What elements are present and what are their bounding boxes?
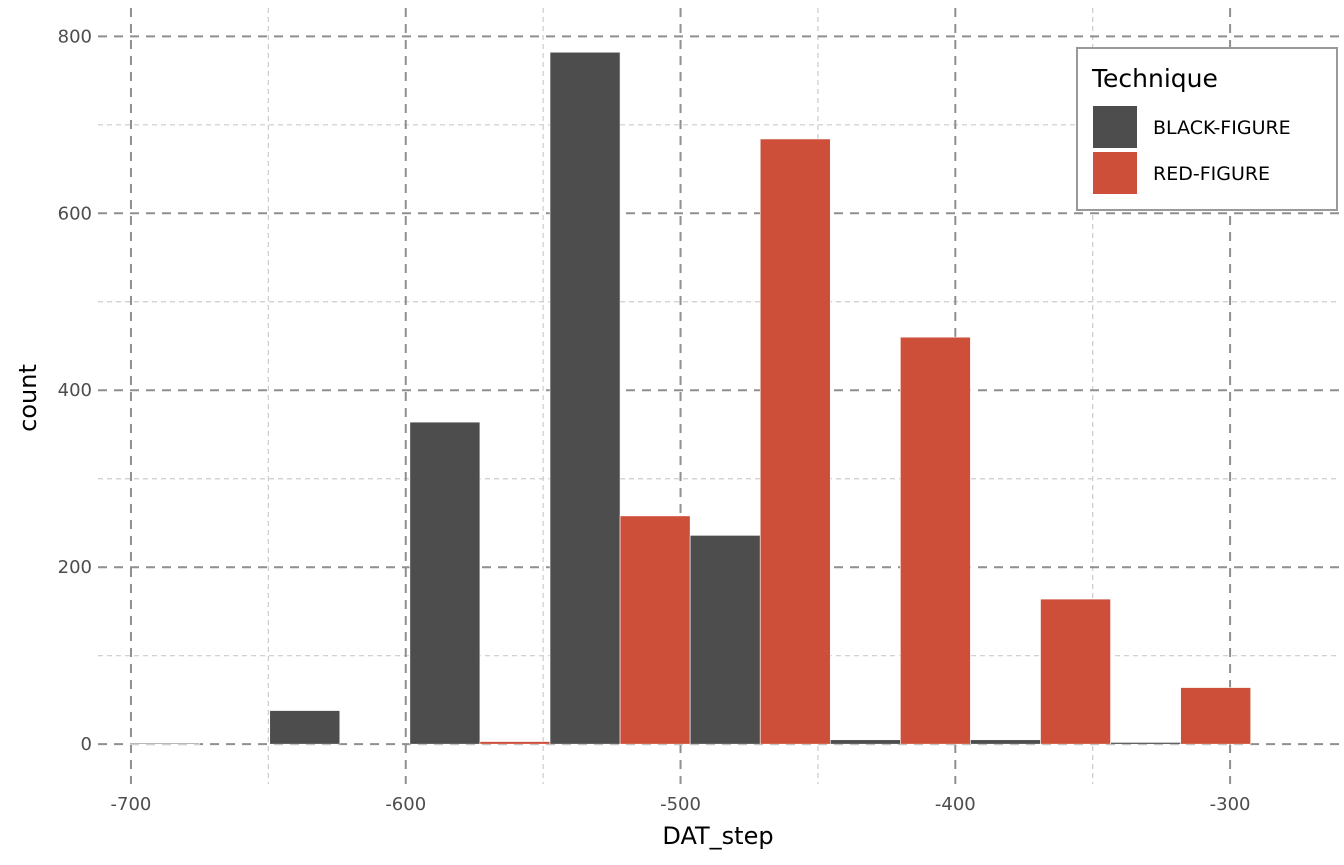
y-axis-ticks: 0 200 400 600 800 [58, 26, 92, 755]
x-tick-label: -400 [935, 794, 976, 815]
y-tick-label: 600 [58, 203, 92, 224]
legend-swatch [1093, 152, 1137, 194]
y-tick-label: 0 [81, 734, 92, 755]
bar [1110, 742, 1181, 745]
legend-swatch [1093, 106, 1137, 148]
y-axis-title: count [14, 364, 42, 432]
bar [409, 421, 481, 745]
x-tick-label: -300 [1210, 794, 1251, 815]
bar [829, 739, 901, 745]
bar [129, 742, 200, 745]
y-tick-label: 200 [58, 557, 92, 578]
x-axis-ticks: -700 -600 -500 -400 -300 [111, 794, 1251, 815]
y-tick-label: 800 [58, 26, 92, 47]
legend: Technique BLACK-FIGURE RED-FIGURE [1076, 47, 1338, 211]
legend-label: RED-FIGURE [1153, 163, 1270, 185]
bar [759, 138, 831, 745]
x-tick-label: -600 [385, 794, 426, 815]
bar [900, 336, 971, 745]
bar [1180, 687, 1251, 745]
bar [970, 739, 1041, 745]
bar [619, 515, 691, 745]
x-tick-label: -700 [111, 794, 152, 815]
bar [269, 710, 341, 745]
legend-title: Technique [1091, 64, 1218, 93]
bar [1040, 598, 1111, 745]
bars [129, 51, 1251, 745]
y-tick-label: 400 [58, 380, 92, 401]
x-axis-title: DAT_step [662, 822, 773, 850]
x-tick-label: -500 [660, 794, 701, 815]
bar [689, 535, 761, 745]
bar [549, 51, 621, 745]
legend-label: BLACK-FIGURE [1153, 117, 1291, 139]
bar [479, 741, 551, 745]
